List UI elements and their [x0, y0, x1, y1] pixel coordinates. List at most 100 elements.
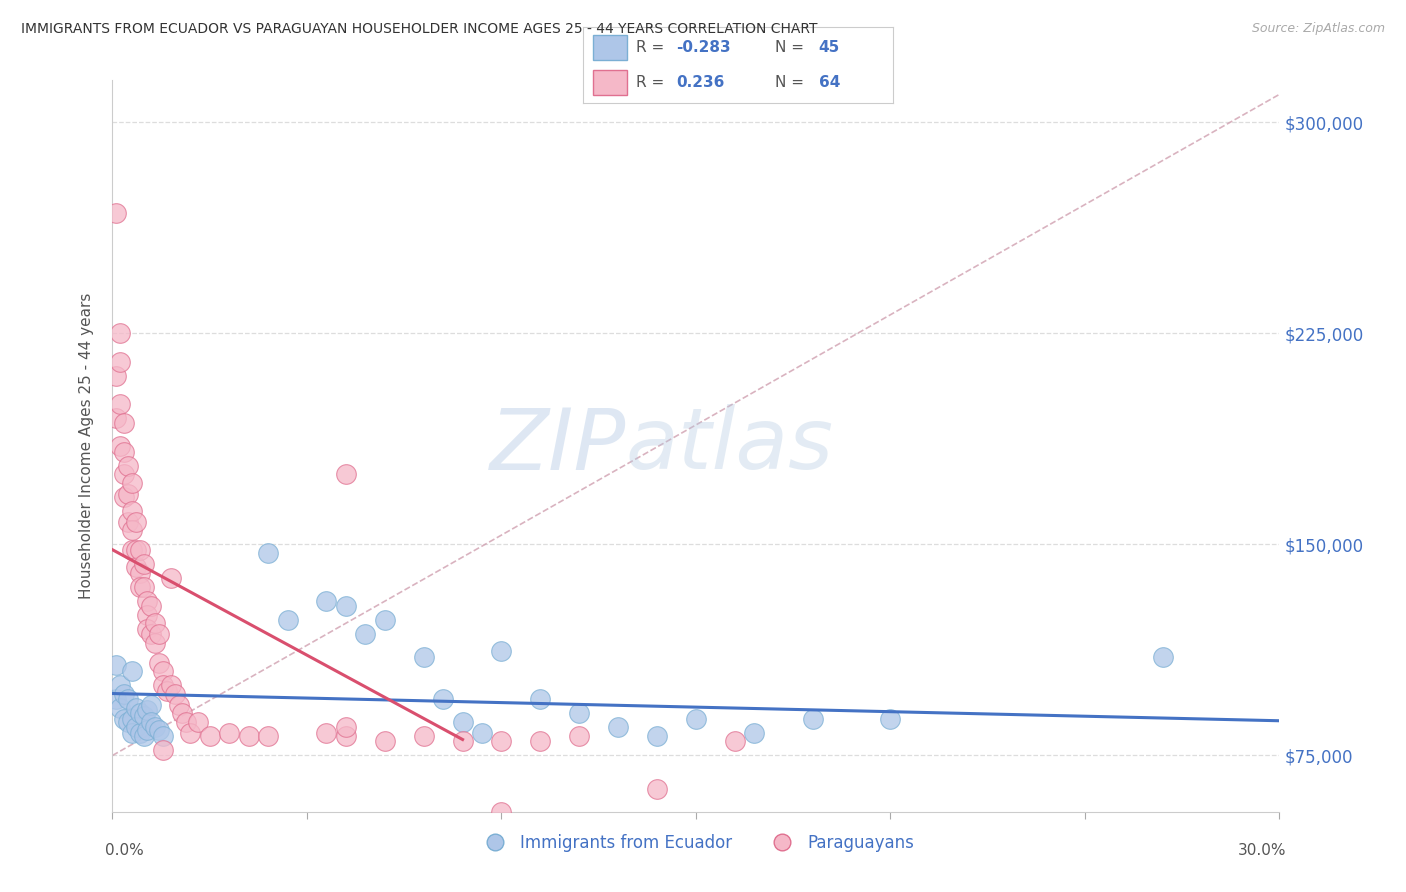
- Point: [105, 692, 128, 706]
- Point: [257, 729, 280, 743]
- Point: [491, 644, 513, 658]
- Text: atlas: atlas: [626, 404, 834, 488]
- Point: [121, 475, 143, 490]
- Point: [128, 566, 150, 580]
- Point: [645, 782, 668, 797]
- Point: [801, 712, 824, 726]
- Point: [141, 714, 163, 729]
- Point: [141, 698, 163, 712]
- Point: [152, 664, 174, 678]
- Point: [148, 627, 170, 641]
- Point: [121, 504, 143, 518]
- Point: [685, 712, 707, 726]
- Point: [276, 614, 298, 628]
- Point: [110, 397, 132, 411]
- Point: [374, 734, 396, 748]
- Text: 0.236: 0.236: [676, 75, 724, 89]
- Point: [607, 720, 630, 734]
- Point: [141, 599, 163, 614]
- Point: [136, 703, 159, 717]
- Point: [187, 714, 209, 729]
- Point: [121, 524, 143, 538]
- Point: [451, 734, 474, 748]
- Point: [179, 726, 201, 740]
- Point: [156, 683, 179, 698]
- Point: [125, 700, 148, 714]
- Point: [471, 726, 494, 740]
- Point: [335, 599, 357, 614]
- Text: R =: R =: [636, 40, 669, 54]
- Point: [167, 698, 190, 712]
- Point: [128, 726, 150, 740]
- Point: [121, 543, 143, 558]
- Text: 45: 45: [818, 40, 839, 54]
- Point: [128, 543, 150, 558]
- Point: [141, 627, 163, 641]
- Point: [491, 805, 513, 819]
- Point: [143, 616, 166, 631]
- Point: [117, 692, 139, 706]
- Legend: Immigrants from Ecuador, Paraguayans: Immigrants from Ecuador, Paraguayans: [471, 827, 921, 858]
- Y-axis label: Householder Income Ages 25 - 44 years: Householder Income Ages 25 - 44 years: [79, 293, 94, 599]
- Point: [176, 714, 198, 729]
- Point: [112, 417, 135, 431]
- Point: [121, 664, 143, 678]
- Point: [117, 515, 139, 529]
- Point: [112, 444, 135, 458]
- Point: [172, 706, 194, 721]
- Point: [132, 729, 155, 743]
- Point: [238, 729, 260, 743]
- Point: [117, 458, 139, 473]
- Point: [354, 627, 377, 641]
- Point: [110, 439, 132, 453]
- Text: N =: N =: [775, 75, 808, 89]
- Point: [412, 729, 434, 743]
- Point: [110, 354, 132, 368]
- Point: [529, 734, 551, 748]
- Point: [110, 678, 132, 692]
- Point: [121, 726, 143, 740]
- Point: [160, 571, 183, 585]
- Point: [110, 326, 132, 341]
- Point: [105, 410, 128, 425]
- Point: [136, 723, 159, 738]
- Point: [412, 650, 434, 665]
- Point: [315, 726, 337, 740]
- Point: [1209, 819, 1232, 833]
- Point: [132, 580, 155, 594]
- Point: [117, 714, 139, 729]
- Point: [105, 658, 128, 673]
- Point: [112, 467, 135, 482]
- Point: [112, 490, 135, 504]
- Text: 0.0%: 0.0%: [105, 843, 145, 858]
- Point: [160, 678, 183, 692]
- Point: [148, 723, 170, 738]
- Point: [125, 543, 148, 558]
- FancyBboxPatch shape: [593, 35, 627, 60]
- Point: [163, 687, 186, 701]
- Point: [315, 593, 337, 607]
- Point: [152, 743, 174, 757]
- Point: [136, 607, 159, 622]
- Point: [218, 726, 240, 740]
- Point: [132, 557, 155, 571]
- Point: [152, 678, 174, 692]
- Text: 30.0%: 30.0%: [1239, 843, 1286, 858]
- Text: IMMIGRANTS FROM ECUADOR VS PARAGUAYAN HOUSEHOLDER INCOME AGES 25 - 44 YEARS CORR: IMMIGRANTS FROM ECUADOR VS PARAGUAYAN HO…: [21, 22, 818, 37]
- Point: [432, 692, 454, 706]
- Point: [112, 712, 135, 726]
- Text: N =: N =: [775, 40, 808, 54]
- Point: [257, 546, 280, 560]
- Point: [744, 726, 766, 740]
- Point: [132, 709, 155, 723]
- Point: [568, 729, 591, 743]
- FancyBboxPatch shape: [593, 70, 627, 95]
- Point: [117, 487, 139, 501]
- Text: 64: 64: [818, 75, 839, 89]
- Point: [143, 636, 166, 650]
- Point: [105, 368, 128, 383]
- Point: [112, 687, 135, 701]
- Point: [125, 515, 148, 529]
- Point: [121, 712, 143, 726]
- Text: ZIP: ZIP: [489, 404, 626, 488]
